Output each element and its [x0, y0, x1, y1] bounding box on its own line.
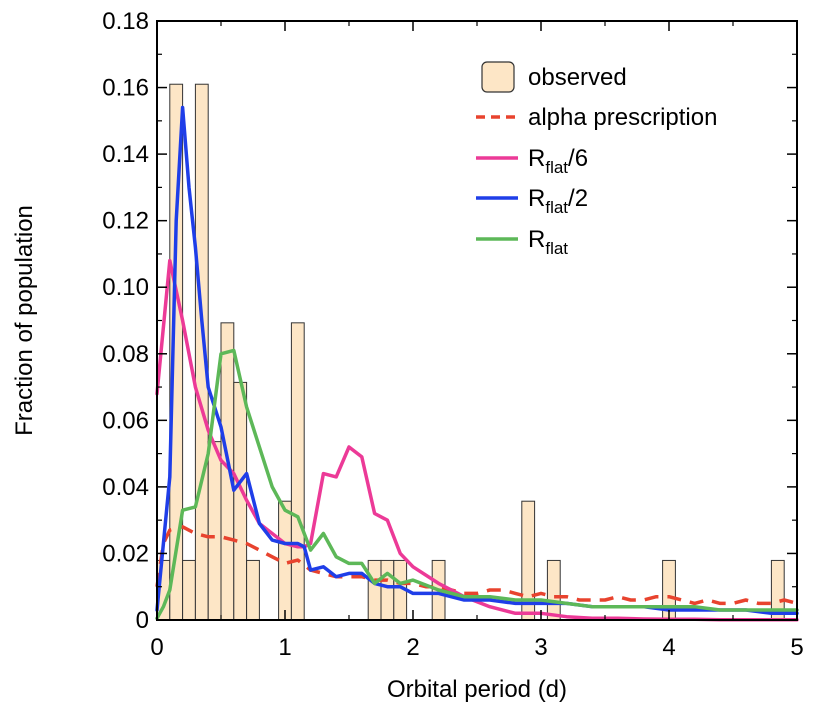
x-tick-label: 3 [534, 634, 547, 661]
series-line-alpha [155, 525, 798, 606]
y-tick-label: 0.06 [102, 407, 149, 434]
histogram-bar [207, 441, 222, 621]
y-axis-title: Fraction of population [11, 205, 38, 436]
x-tick-label: 4 [662, 634, 675, 661]
y-tick-label: 0 [136, 607, 149, 634]
legend: observed alpha prescription Rflat/6 Rflat/2… [476, 61, 717, 258]
x-tick-label: 0 [150, 634, 163, 661]
y-tick-label: 0.14 [102, 141, 149, 168]
histogram-bar [380, 559, 395, 621]
histogram-bar [246, 559, 260, 621]
y-tick-label: 0.08 [102, 341, 149, 368]
x-tick-label: 5 [790, 634, 803, 661]
x-axis: 0 1 2 3 4 5 [150, 21, 804, 661]
histogram-bar [290, 322, 305, 621]
histogram-bar [367, 559, 382, 621]
x-tick-label: 1 [278, 634, 291, 661]
histogram-bar [546, 559, 561, 621]
legend-label-alpha: alpha prescription [528, 104, 717, 131]
y-axis: 0 0.02 0.04 0.06 0.08 0.10 0.12 0.14 0.16 0.18 [102, 8, 797, 634]
histogram-bars [156, 83, 785, 621]
legend-label-r2: Rflat/2 [528, 185, 588, 217]
x-axis-title: Orbital period (d) [387, 676, 567, 703]
y-tick-label: 0.16 [102, 75, 149, 102]
x-tick-label: 2 [406, 634, 419, 661]
y-tick-label: 0.12 [102, 208, 149, 235]
y-tick-label: 0.02 [102, 540, 149, 567]
histogram-bar [182, 559, 196, 621]
y-tick-label: 0.04 [102, 474, 149, 501]
series-line-r2 [155, 105, 799, 616]
histogram-bar [233, 381, 248, 621]
legend-label-r1: Rflat [528, 226, 568, 258]
legend-label-observed: observed [528, 64, 627, 91]
series-lines [155, 105, 799, 622]
series-line-r1 [155, 348, 799, 621]
legend-swatch-observed [481, 61, 515, 93]
legend-label-r6: Rflat/6 [528, 145, 588, 177]
y-tick-label: 0.18 [102, 8, 149, 35]
y-tick-label: 0.10 [102, 274, 149, 301]
